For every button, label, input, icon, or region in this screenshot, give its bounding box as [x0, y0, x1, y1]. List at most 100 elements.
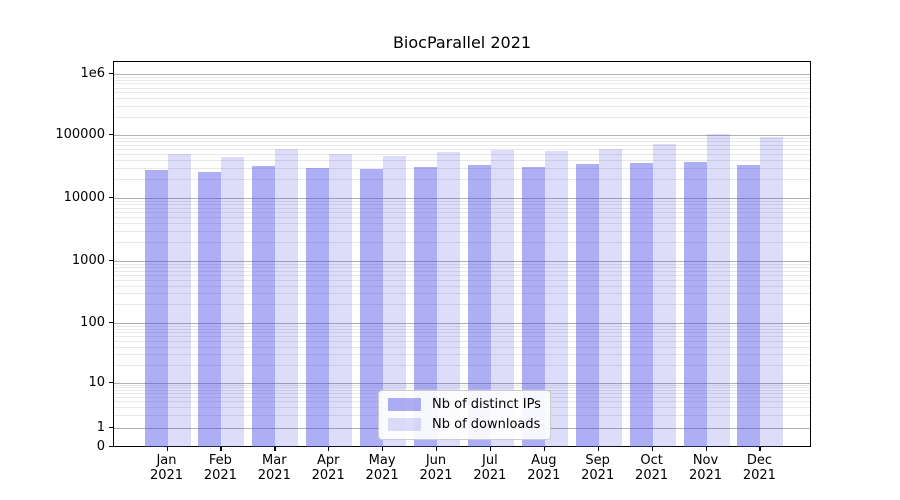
minor-gridline [114, 267, 810, 268]
legend-item-distinct-ips: Nb of distinct IPs [388, 397, 541, 412]
x-tick-label-jan: Jan 2021 [139, 453, 195, 483]
minor-gridline [114, 285, 810, 287]
bar-distinct-ips-jan [144, 169, 168, 447]
legend-swatch-distinct-ips [388, 398, 421, 411]
x-tick-label-month: Apr [316, 453, 340, 468]
x-tick-mark [382, 447, 384, 451]
legend-item-downloads: Nb of downloads [388, 417, 541, 432]
bar-downloads-jan [167, 154, 191, 447]
x-tick-label-month: Mar [262, 453, 287, 468]
minor-gridline [114, 160, 810, 162]
bar-distinct-ips-sep [575, 164, 599, 447]
minor-gridline [114, 325, 810, 327]
minor-gridline [114, 212, 810, 213]
y-tick-label: 0 [96, 439, 105, 454]
bar-downloads-nov [706, 134, 730, 447]
minor-gridline [114, 230, 810, 232]
minor-gridline [114, 341, 810, 343]
bar-distinct-ips-jun [414, 166, 437, 447]
x-tick-label-may: May 2021 [354, 453, 410, 483]
bar-downloads-mar [275, 149, 299, 447]
minor-gridline [114, 346, 810, 348]
x-tick-mark [759, 447, 761, 451]
x-tick-mark [543, 447, 546, 451]
x-tick-label-year: 2021 [527, 468, 561, 483]
y-tick-mark [109, 446, 113, 448]
y-tick-label: 100000 [55, 127, 105, 142]
major-gridline [114, 383, 810, 384]
y-tick-mark [109, 260, 113, 262]
minor-gridline [114, 87, 810, 89]
major-gridline [114, 74, 810, 75]
minor-gridline [114, 336, 810, 338]
bar-distinct-ips-aug [521, 166, 545, 447]
bar-downloads-may [383, 155, 407, 447]
bar-downloads-jul [490, 149, 514, 447]
bar-downloads-dec [760, 137, 784, 447]
bar-distinct-ips-apr [306, 167, 330, 447]
x-tick-label-month: Aug [531, 453, 557, 468]
y-tick-label: 1000 [71, 253, 105, 268]
bar-distinct-ips-feb [198, 171, 222, 447]
chart-title: BiocParallel 2021 [392, 33, 532, 52]
y-tick-mark [109, 73, 113, 75]
bar-downloads-feb [221, 156, 245, 447]
minor-gridline [114, 293, 810, 295]
minor-gridline [114, 98, 810, 100]
x-tick-mark [651, 447, 653, 451]
x-tick-label-month: Sep [585, 453, 610, 468]
legend-label-downloads: Nb of downloads [432, 417, 541, 432]
y-tick-mark [109, 197, 113, 199]
x-tick-label-month: Nov [692, 453, 719, 468]
x-tick-label-sep: Sep 2021 [570, 453, 626, 483]
x-tick-label-oct: Oct 2021 [624, 453, 680, 483]
minor-gridline [114, 270, 810, 272]
minor-gridline [114, 154, 810, 155]
plot-area: Nb of distinct IPs Nb of downloads [113, 61, 811, 447]
minor-gridline [114, 179, 810, 180]
x-tick-label-aug: Aug 2021 [516, 453, 572, 483]
minor-gridline [114, 304, 810, 306]
minor-gridline [114, 354, 810, 356]
minor-gridline [114, 83, 810, 85]
x-tick-label-month: Jul [482, 453, 498, 468]
x-tick-label-year: 2021 [581, 468, 615, 483]
bar-distinct-ips-nov [683, 161, 707, 447]
minor-gridline [114, 364, 810, 366]
bar-downloads-oct [652, 143, 676, 447]
minor-gridline [114, 223, 810, 225]
minor-gridline [114, 116, 810, 118]
minor-gridline [114, 279, 810, 281]
x-tick-label-month: Dec [746, 453, 772, 468]
major-gridline [114, 261, 810, 262]
minor-gridline [114, 144, 810, 146]
x-tick-label-month: Jun [425, 453, 447, 468]
bar-downloads-jun [437, 151, 460, 447]
minor-gridline [114, 332, 810, 334]
x-tick-label-year: 2021 [311, 468, 345, 483]
minor-gridline [114, 79, 810, 81]
x-tick-label-month: Oct [640, 453, 663, 468]
x-tick-label-month: Feb [208, 453, 232, 468]
x-tick-mark [166, 447, 168, 451]
x-tick-mark [597, 447, 599, 451]
y-tick-label: 1 [96, 420, 105, 435]
minor-gridline [114, 105, 810, 107]
x-tick-label-year: 2021 [149, 468, 184, 483]
legend: Nb of distinct IPs Nb of downloads [378, 390, 551, 440]
major-gridline [114, 198, 810, 199]
bar-distinct-ips-may [360, 168, 384, 447]
bar-distinct-ips-mar [252, 165, 276, 447]
x-tick-mark [436, 447, 438, 451]
y-tick-mark [109, 427, 113, 429]
legend-swatch-downloads [388, 418, 421, 431]
x-tick-label-year: 2021 [419, 468, 453, 483]
x-tick-label-year: 2021 [688, 468, 723, 483]
x-tick-label-year: 2021 [473, 468, 507, 483]
x-tick-mark [328, 447, 330, 451]
minor-gridline [114, 217, 810, 218]
x-tick-label-mar: Mar 2021 [246, 453, 302, 483]
major-gridline [114, 135, 810, 136]
x-tick-mark [489, 447, 492, 451]
